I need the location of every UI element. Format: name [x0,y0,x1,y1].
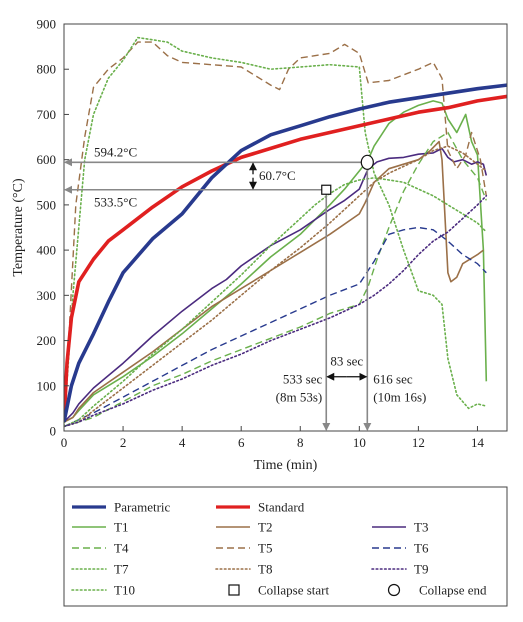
x-tick-label: 10 [353,435,366,450]
legend: Parametric Standard T1 T2 T3 T4 T5 T6 T7 T8 T9 T10 C… [63,486,508,607]
lower-temp-label: 533.5°C [94,195,137,210]
y-tick-label: 500 [37,197,57,212]
series-line-parametric [64,83,507,423]
legend-label-t9: T9 [414,562,428,577]
plot-frame [63,23,508,432]
series-lines [64,36,507,428]
series-line-t5 [64,41,487,423]
legend-label-collapse-start: Collapse start [258,583,330,598]
collapse-end-marker [360,154,374,170]
y-tick-label: 300 [37,288,57,303]
legend-swatch-collapse-end [387,583,401,597]
x-tick-label: 4 [179,435,186,450]
x-tick-label: 6 [238,435,245,450]
series-line-t10 [64,36,488,428]
y-axis-title: Temperature (°C) [11,178,26,277]
start-time-sublabel: (8m 53s) [276,390,323,405]
legend-label-t6: T6 [414,541,429,556]
y-tick-label: 100 [37,378,57,393]
collapse-start-marker [321,184,332,195]
legend-label-t1: T1 [114,520,128,535]
legend-label-parametric: Parametric [114,500,171,515]
end-time-sublabel: (10m 16s) [373,390,426,405]
legend-label-t5: T5 [258,541,272,556]
start-time-label: 533 sec [283,372,323,387]
x-tick-label: 14 [471,435,485,450]
legend-label-t4: T4 [114,541,129,556]
legend-box [63,486,508,607]
x-tick-label: 0 [61,435,68,450]
series-line-t9 [64,195,488,428]
end-time-label: 616 sec [373,372,413,387]
x-axis-title: Time (min) [254,458,318,473]
y-tick-label: 900 [37,17,57,32]
y-tick-label: 200 [37,333,57,348]
x-tick-label: 12 [412,435,425,450]
plot-area [64,36,507,428]
series-line-t8 [64,145,488,428]
legend-label-standard: Standard [258,500,305,515]
y-tick-label: 0 [50,424,57,439]
series-line-t6 [64,226,487,428]
legend-label-t7: T7 [114,562,129,577]
legend-label-t3: T3 [414,520,428,535]
duration-label: 83 sec [330,354,363,369]
legend-label-collapse-end: Collapse end [419,583,487,598]
x-tick-label: 8 [297,435,304,450]
temp-diff-label: 60.7°C [259,168,296,183]
series-line-t3 [64,147,488,423]
y-tick-label: 800 [37,62,57,77]
legend-swatch-collapse-start [228,584,240,596]
series-line-t4 [64,131,487,428]
y-tick-label: 700 [37,107,57,122]
annotations: 594.2°C 533.5°C 60.7°C 83 sec 533 sec (8m 53s… [64,144,426,431]
axes: 0 2 4 6 8 10 12 14 0 100 200 300 400 500 600 700 800 900 T… [11,17,508,473]
x-tick-label: 2 [120,435,127,450]
legend-label-t2: T2 [258,520,272,535]
y-tick-label: 600 [37,152,57,167]
y-tick-label: 400 [37,243,57,258]
legend-label-t10: T10 [114,583,135,598]
series-line-t2 [64,140,484,423]
upper-temp-label: 594.2°C [94,144,137,159]
legend-label-t8: T8 [258,562,272,577]
